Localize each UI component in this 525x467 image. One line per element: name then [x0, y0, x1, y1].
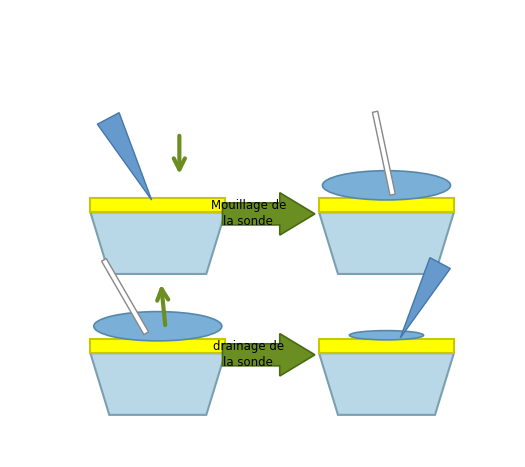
Ellipse shape: [322, 171, 450, 200]
Text: drainage de
la sonde: drainage de la sonde: [213, 340, 284, 369]
Polygon shape: [101, 259, 149, 334]
Bar: [90, 340, 225, 353]
Polygon shape: [90, 353, 225, 415]
Bar: [319, 340, 454, 353]
Ellipse shape: [350, 331, 424, 340]
Polygon shape: [223, 193, 315, 235]
Bar: [319, 198, 454, 212]
Polygon shape: [223, 333, 315, 376]
Text: Mouillage de
la sonde: Mouillage de la sonde: [211, 199, 286, 228]
Ellipse shape: [94, 311, 222, 341]
Polygon shape: [372, 111, 395, 195]
Polygon shape: [319, 353, 454, 415]
Polygon shape: [90, 212, 225, 274]
Polygon shape: [97, 113, 152, 200]
Bar: [90, 198, 225, 212]
Polygon shape: [319, 212, 454, 274]
Polygon shape: [401, 258, 450, 338]
